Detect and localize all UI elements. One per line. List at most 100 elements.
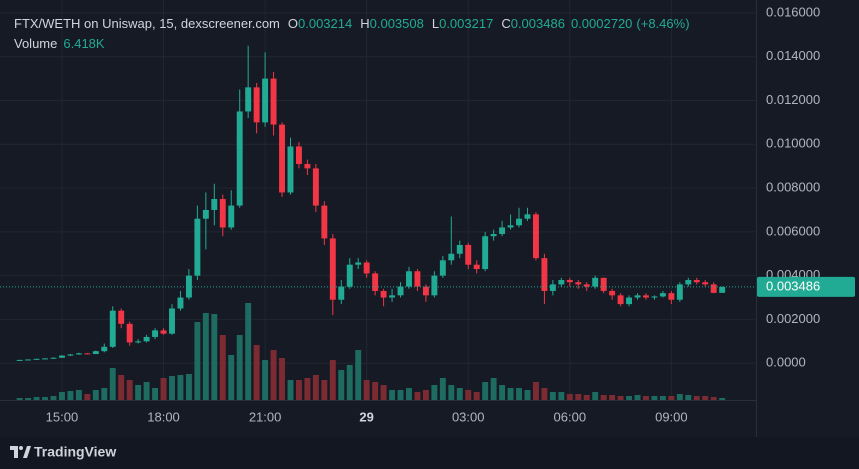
candle-body — [67, 354, 74, 356]
candle-body — [600, 277, 607, 291]
volume-bar — [617, 396, 624, 400]
volume-bar — [126, 380, 133, 400]
candle-body — [262, 78, 269, 123]
volume-bar — [101, 388, 108, 400]
volume-bar — [524, 390, 531, 400]
candle-body — [566, 280, 573, 283]
volume-bar — [346, 365, 353, 400]
candle-body — [338, 286, 345, 300]
candle-body — [702, 282, 709, 285]
logo-slash — [23, 446, 31, 458]
candle-body — [42, 358, 48, 360]
volume-bar — [202, 313, 209, 400]
candle-body — [389, 295, 396, 298]
axis-layer: 0.016000 0.014000 0.012000 0.010000 0.008000… — [0, 4, 855, 424]
candle-body — [693, 280, 700, 283]
y-tick-label: 0.006000 — [766, 223, 820, 238]
candle-body — [473, 264, 480, 270]
candle-body — [236, 111, 243, 206]
volume-bar — [160, 378, 167, 400]
volume-bar — [541, 388, 548, 400]
candle-body — [33, 358, 40, 360]
volume-bar — [211, 314, 218, 400]
candle-body — [676, 284, 683, 300]
candle-body — [659, 293, 666, 297]
change: 0.0002720 — [570, 16, 633, 31]
ohlc-value: 0.003486 — [510, 16, 565, 31]
volume-bar — [42, 397, 48, 400]
ohlc-key: O — [287, 16, 298, 31]
candle-body — [304, 163, 311, 169]
candle-body — [253, 87, 260, 123]
candle-body — [50, 357, 57, 359]
candle-body — [169, 308, 175, 334]
candle-body — [583, 284, 590, 287]
candle-body — [372, 273, 379, 291]
volume-bar — [431, 385, 438, 400]
candle-body — [329, 238, 336, 300]
title: FTX/WETH on Uniswap, 15, dexscreener.com — [14, 16, 280, 31]
volume-bar — [389, 390, 396, 400]
volume-bar — [245, 303, 252, 400]
y-tick-label: 0.014000 — [766, 48, 820, 63]
candle-body — [507, 225, 514, 228]
volume-value: 6.418K — [63, 36, 105, 51]
volume-bar — [355, 350, 362, 400]
candle-body — [575, 282, 582, 285]
volume-bar — [321, 380, 328, 400]
volume-bar — [422, 390, 429, 400]
x-tick-label: 15:00 — [46, 409, 79, 424]
volume-bar — [219, 335, 226, 400]
volume-bar — [482, 382, 489, 400]
y-tick-label: 0.012000 — [766, 92, 820, 107]
candle-body — [16, 359, 23, 361]
volume-bar — [177, 375, 184, 400]
candle-body — [143, 336, 150, 342]
candle-body — [152, 330, 159, 337]
candle-body — [490, 234, 497, 237]
candle-body — [448, 253, 455, 261]
candle-body — [270, 78, 277, 125]
candle-body — [126, 323, 133, 343]
volume-bar — [439, 378, 446, 400]
change-percent: (+8.46%) — [636, 16, 690, 31]
candle-body — [160, 330, 167, 334]
candle-body — [177, 297, 184, 309]
volume-label: Volume — [14, 36, 58, 51]
volume-bar — [448, 385, 455, 400]
candle-body — [219, 199, 226, 228]
volume-bar — [253, 345, 260, 400]
logo-mark — [10, 446, 18, 458]
x-tick-label: 29 — [359, 409, 373, 424]
candle-body — [109, 310, 116, 347]
volume-bar — [185, 374, 192, 400]
candle-body — [397, 286, 404, 296]
volume-bar — [58, 392, 65, 400]
last-price-label: 0.003486 — [766, 278, 820, 293]
logo-dot — [19, 446, 23, 450]
candle-body — [651, 296, 658, 298]
candle-body — [279, 124, 285, 193]
volume-bar — [118, 375, 125, 400]
grid — [0, 0, 755, 400]
footer-bar — [0, 437, 859, 469]
candle-body — [363, 262, 370, 274]
candle-body — [558, 280, 565, 285]
candle-body — [312, 168, 319, 206]
volume-bar — [566, 394, 573, 400]
volume-bar — [575, 394, 582, 400]
volume-bar — [592, 392, 599, 400]
candle-body — [211, 199, 218, 210]
candle-body — [549, 284, 556, 291]
candle-body — [355, 262, 362, 265]
last-price-box — [757, 276, 855, 297]
ohlc-key: H — [360, 16, 370, 31]
candle-body — [541, 258, 548, 291]
volume-bar — [380, 385, 387, 400]
volume-line: Volume 6.418K — [14, 36, 105, 51]
volume-bar — [668, 396, 675, 400]
volume-bar — [33, 397, 40, 400]
brand: TradingView — [34, 444, 116, 460]
volume-bar — [109, 368, 116, 400]
